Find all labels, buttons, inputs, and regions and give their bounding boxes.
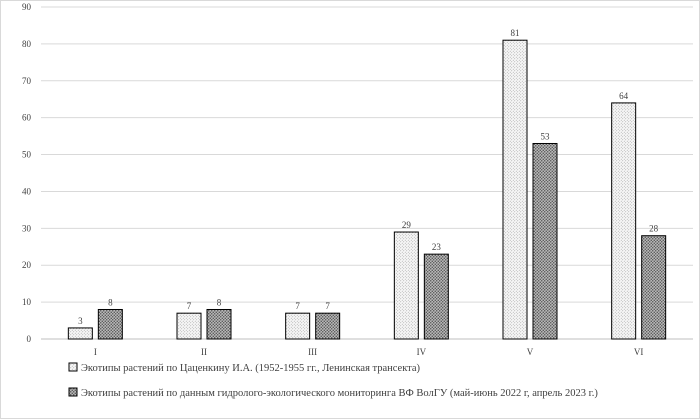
y-axis: 0 10 20 30 40 50 60 70 80 90 — [22, 2, 32, 344]
data-label: 64 — [619, 91, 629, 101]
bar-series-1 — [502, 39, 528, 340]
data-label: 7 — [187, 301, 192, 311]
x-tick-label: II — [201, 347, 207, 357]
legend-swatch-1 — [68, 362, 78, 372]
y-tick-label: 80 — [22, 39, 32, 49]
data-label: 23 — [432, 242, 442, 252]
data-label: 81 — [511, 28, 520, 38]
bar-series-2 — [423, 253, 449, 340]
bar-series-2 — [315, 312, 341, 340]
y-tick-label: 40 — [22, 186, 32, 196]
bar-series-1 — [611, 102, 637, 340]
data-label: 7 — [325, 301, 330, 311]
y-tick-label: 60 — [22, 113, 32, 123]
bar-series-1 — [67, 327, 93, 340]
bars: 3 8 7 8 7 7 29 23 81 53 64 28 — [67, 28, 667, 340]
data-label: 7 — [295, 301, 300, 311]
legend-label-2: Экотипы растений по данным гидролого-эко… — [81, 388, 598, 399]
y-tick-label: 70 — [22, 76, 32, 86]
legend-label-1: Экотипы растений по Цаценкину И.А. (1952… — [81, 363, 421, 374]
y-tick-label: 20 — [22, 260, 32, 270]
x-tick-label: V — [527, 347, 534, 357]
x-axis: I II III IV V VI — [94, 347, 644, 357]
data-label: 53 — [541, 131, 551, 141]
bar-series-2 — [206, 308, 232, 340]
bar-series-2 — [97, 308, 123, 340]
bar-series-1 — [176, 312, 202, 340]
x-tick-label: IV — [417, 347, 427, 357]
data-label: 28 — [649, 224, 659, 234]
y-tick-label: 90 — [22, 2, 32, 12]
bar-series-2 — [641, 235, 667, 340]
data-label: 8 — [217, 297, 222, 307]
y-tick-label: 50 — [22, 150, 32, 160]
legend: Экотипы растений по Цаценкину И.А. (1952… — [68, 362, 598, 399]
y-tick-label: 30 — [22, 223, 32, 233]
data-label: 8 — [108, 297, 113, 307]
bar-series-1 — [393, 231, 419, 340]
gridlines — [41, 6, 693, 340]
x-tick-label: VI — [634, 347, 644, 357]
data-label: 29 — [402, 220, 412, 230]
x-tick-label: III — [308, 347, 317, 357]
legend-swatch-2 — [68, 387, 78, 397]
bar-series-1 — [285, 312, 311, 340]
bar-series-2 — [532, 142, 558, 340]
data-label: 3 — [78, 316, 83, 326]
y-tick-label: 10 — [22, 297, 32, 307]
y-tick-label: 0 — [27, 334, 32, 344]
x-tick-label: I — [94, 347, 97, 357]
